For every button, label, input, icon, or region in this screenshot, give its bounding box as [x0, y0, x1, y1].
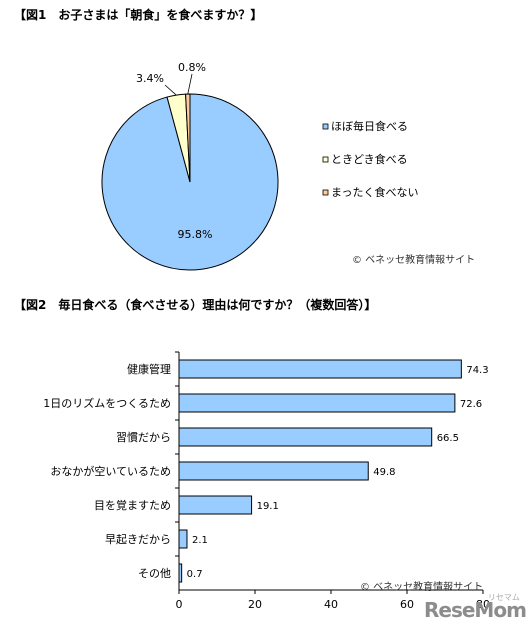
pie-value-label-2: 3.4% — [136, 72, 164, 85]
pie-chart-credit: © ベネッセ教育情報サイト — [352, 255, 476, 266]
resemom-logo: ReseMom リセマム — [424, 593, 527, 622]
bar-x-tick-label-3: 40 — [324, 598, 338, 611]
pie-chart-title: 【図1 お子さまは「朝食」を食べますか？】 — [14, 8, 263, 22]
bar-category-label-1: 健康管理 — [127, 362, 171, 376]
bar-category-label-3: 習慣だから — [116, 430, 171, 444]
bar-category-label-5: 目を覚ますため — [94, 499, 171, 512]
pie-leader-line-3 — [187, 73, 193, 95]
bar-6 — [178, 529, 188, 549]
bar-value-label-1: 74.3 — [466, 365, 488, 376]
bar-category-label-6: 早起きだから — [105, 533, 171, 546]
bar-category-label-2: 1日のリズムをつくるため — [43, 396, 171, 410]
bar-chart-credit: © ベネッセ教育情報サイト — [360, 582, 484, 593]
pie-leader-line-2 — [164, 84, 177, 96]
legend-label-1: ほぼ毎日食べる — [331, 119, 408, 133]
bar-x-tick-label-5: 80 — [476, 598, 490, 611]
bar-value-label-2: 72.6 — [460, 399, 482, 410]
bar-category-label-7: その他 — [138, 567, 171, 580]
pie-value-label-3: 0.8% — [178, 61, 206, 74]
bar-value-label-5: 19.1 — [257, 501, 279, 512]
bar-x-tick-label-1: 0 — [176, 598, 183, 611]
bar-7 — [178, 563, 183, 583]
bar-3 — [178, 427, 433, 447]
legend-label-2: ときどき食べる — [331, 152, 408, 166]
bar-2 — [178, 393, 456, 413]
bar-category-label-4: おなかが空いているため — [50, 464, 171, 478]
bar-value-label-4: 49.8 — [373, 467, 395, 478]
bar-1 — [178, 359, 462, 379]
bar-5 — [178, 495, 253, 515]
bar-value-label-3: 66.5 — [437, 433, 459, 444]
logo-subtext: リセマム — [487, 593, 520, 602]
legend-swatch-1 — [322, 123, 329, 130]
bar-x-tick-label-2: 20 — [248, 598, 262, 611]
bar-value-label-6: 2.1 — [192, 535, 208, 546]
bar-x-tick-label-4: 60 — [400, 598, 414, 611]
bar-4 — [178, 461, 369, 481]
bar-chart-title: 【図2 毎日食べる（食べさせる）理由は何ですか？（複数回答）】 — [14, 298, 377, 312]
bar-value-label-7: 0.7 — [187, 569, 203, 580]
legend-swatch-3 — [322, 189, 329, 196]
legend-label-3: まったく食べない — [331, 185, 419, 199]
legend-swatch-2 — [322, 156, 329, 163]
pie-value-label-1: 95.8% — [178, 228, 213, 241]
logo-text: ReseMom — [424, 598, 527, 622]
